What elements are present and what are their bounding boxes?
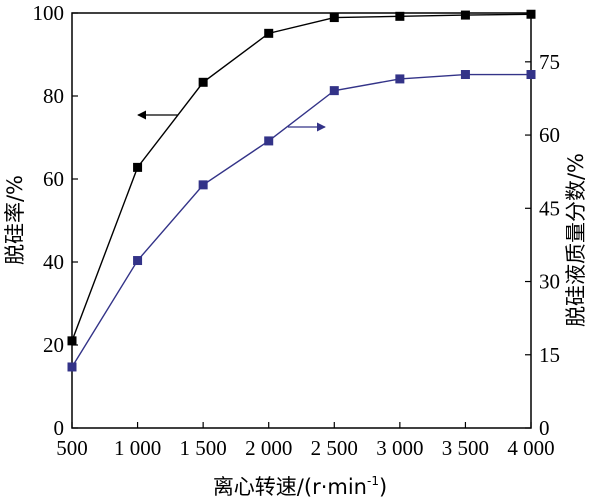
right-y-tick-label: 30 xyxy=(539,270,560,294)
annotation-layer xyxy=(137,110,326,132)
series-1-point xyxy=(460,10,470,20)
series-1-point xyxy=(395,11,405,21)
left-y-tick-label: 60 xyxy=(43,167,64,191)
x-tick-label: 1 000 xyxy=(114,436,161,460)
left-y-tick-label: 20 xyxy=(43,333,64,357)
x-tick-label: 4 000 xyxy=(507,436,554,460)
series-1-point xyxy=(329,13,339,23)
left-y-tick-label: 100 xyxy=(33,1,65,25)
x-tick-label: 3 000 xyxy=(376,436,423,460)
right-y-axis-title: 脱硅液质量分数/% xyxy=(564,153,588,327)
x-axis-title: 离心转速/(r·min-1) xyxy=(213,474,387,499)
series-2-point xyxy=(329,86,339,96)
series-2-point xyxy=(198,180,208,190)
series-2-point xyxy=(395,74,405,84)
x-tick-label: 500 xyxy=(56,436,88,460)
left-y-tick-label: 80 xyxy=(43,84,64,108)
series-2-point xyxy=(526,70,536,80)
plot-border xyxy=(71,12,532,429)
series-1-point xyxy=(526,9,536,19)
right-y-tick-label: 75 xyxy=(539,50,560,74)
right-y-tick-label: 0 xyxy=(539,416,550,440)
right-y-axis-ticks: 0 15 30 45 60 75 xyxy=(525,50,560,440)
series-1-point xyxy=(67,336,77,346)
x-tick-label: 2 500 xyxy=(311,436,358,460)
plot-frame xyxy=(71,12,532,429)
x-tick-label: 2 000 xyxy=(245,436,292,460)
right-y-tick-label: 15 xyxy=(539,343,560,367)
right-y-tick-label: 60 xyxy=(539,123,560,147)
series-2-point xyxy=(264,136,274,146)
left-y-tick-label: 40 xyxy=(43,250,64,274)
left-y-tick-label: 0 xyxy=(54,416,65,440)
series-2-point xyxy=(133,256,143,266)
series-layer xyxy=(67,9,536,372)
right-y-tick-label: 45 xyxy=(539,196,560,220)
series-1-point xyxy=(133,162,143,172)
series-2-line xyxy=(71,73,531,368)
series-1-point xyxy=(264,28,274,38)
left-y-axis-title: 脱硅率/% xyxy=(3,175,27,265)
series-2-point xyxy=(67,362,77,372)
series-1-point xyxy=(198,77,208,87)
x-tick-label: 1 500 xyxy=(180,436,227,460)
series-2-point xyxy=(460,70,470,80)
x-tick-label: 3 500 xyxy=(442,436,489,460)
series-1-line xyxy=(71,13,532,342)
left-y-axis-ticks: 0 20 40 60 80 100 xyxy=(33,1,78,440)
x-axis-ticks: 500 1 000 1 500 2 000 2 500 3 000 3 500 4 000 xyxy=(56,422,555,460)
